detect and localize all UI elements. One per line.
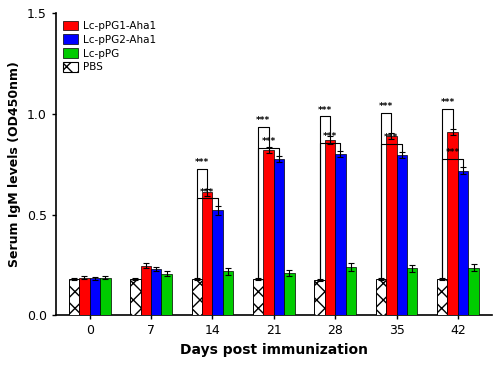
Bar — [468, 268, 479, 315]
Bar — [324, 140, 335, 315]
Bar — [314, 280, 324, 315]
Text: ***: *** — [379, 102, 393, 111]
Bar — [346, 267, 356, 315]
Bar — [79, 278, 90, 315]
Bar — [407, 268, 418, 315]
Bar — [386, 136, 396, 315]
Bar — [253, 279, 264, 315]
Bar — [162, 274, 172, 315]
Text: ***: *** — [200, 188, 214, 197]
Bar — [274, 159, 284, 315]
Text: ***: *** — [384, 134, 398, 142]
Bar — [448, 132, 458, 315]
Text: ***: *** — [446, 148, 460, 157]
Bar — [140, 266, 151, 315]
Text: ***: *** — [318, 106, 332, 115]
Bar — [376, 279, 386, 315]
Text: ***: *** — [440, 98, 454, 107]
X-axis label: Days post immunization: Days post immunization — [180, 343, 368, 357]
Bar — [284, 273, 294, 315]
Text: ***: *** — [323, 132, 337, 142]
Bar — [100, 278, 110, 315]
Bar — [202, 192, 212, 315]
Text: ***: *** — [256, 116, 270, 125]
Legend: Lc-pPG1-Aha1, Lc-pPG2-Aha1, Lc-pPG, PBS: Lc-pPG1-Aha1, Lc-pPG2-Aha1, Lc-pPG, PBS — [61, 19, 158, 74]
Bar — [264, 150, 274, 315]
Bar — [151, 269, 162, 315]
Bar — [223, 271, 234, 315]
Bar — [69, 279, 79, 315]
Text: ***: *** — [262, 137, 276, 146]
Bar — [90, 278, 100, 315]
Bar — [458, 171, 468, 315]
Bar — [437, 279, 448, 315]
Y-axis label: Serum IgM levels (OD450nm): Serum IgM levels (OD450nm) — [8, 61, 22, 267]
Bar — [335, 154, 345, 315]
Bar — [396, 155, 407, 315]
Bar — [192, 279, 202, 315]
Bar — [130, 279, 140, 315]
Text: ***: *** — [195, 158, 209, 167]
Bar — [212, 211, 223, 315]
